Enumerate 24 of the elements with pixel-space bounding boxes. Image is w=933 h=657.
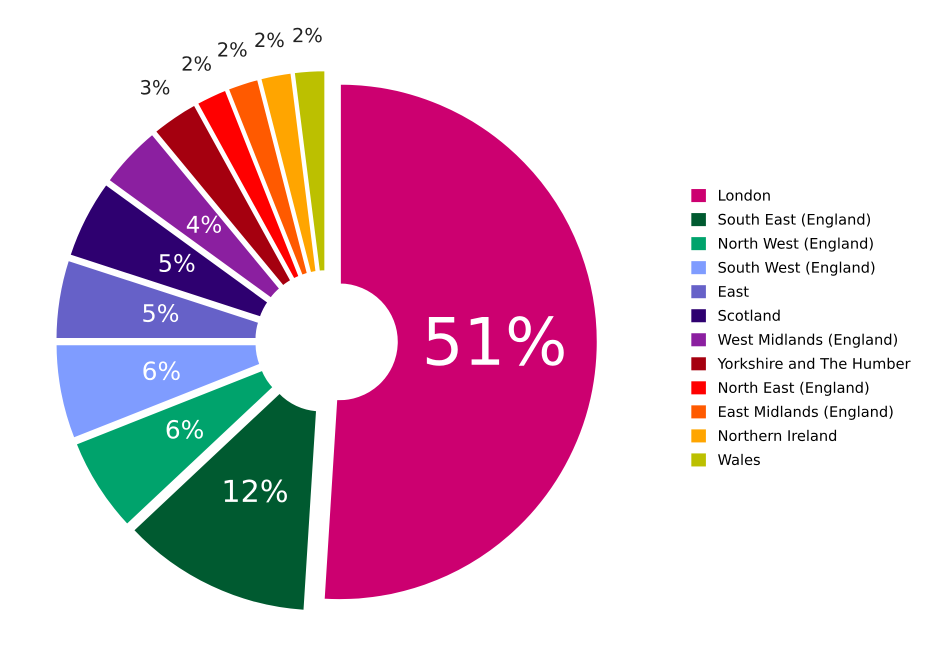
data-label: 5% bbox=[143, 304, 178, 322]
legend-label: North East (England) bbox=[719, 382, 868, 396]
data-label: 6% bbox=[166, 420, 203, 439]
data-label: 4% bbox=[186, 216, 222, 234]
legend-label: South West (England) bbox=[718, 262, 874, 276]
legend-label: Wales bbox=[718, 454, 760, 466]
data-label: 2% bbox=[218, 42, 247, 57]
legend-label: East bbox=[719, 286, 749, 297]
legend-label: East Midlands (England) bbox=[719, 406, 893, 420]
legend-label: London bbox=[719, 189, 770, 201]
legend-label: Scotland bbox=[718, 310, 780, 321]
data-label: 2% bbox=[255, 32, 284, 48]
data-label: 3% bbox=[141, 80, 170, 95]
data-label: 51% bbox=[426, 316, 564, 366]
data-label: 2% bbox=[182, 56, 211, 71]
legend-label: Yorkshire and The Humber bbox=[718, 358, 911, 369]
data-label: 6% bbox=[143, 361, 180, 380]
data-label: 12% bbox=[224, 479, 287, 502]
data-label: 5% bbox=[160, 254, 194, 272]
legend-label: West Midlands (England) bbox=[718, 334, 897, 348]
legend-label: Northern Ireland bbox=[719, 430, 836, 442]
legend-label: South East (England) bbox=[718, 214, 870, 228]
legend-label: North West (England) bbox=[719, 238, 873, 252]
data-label: 2% bbox=[293, 28, 322, 42]
